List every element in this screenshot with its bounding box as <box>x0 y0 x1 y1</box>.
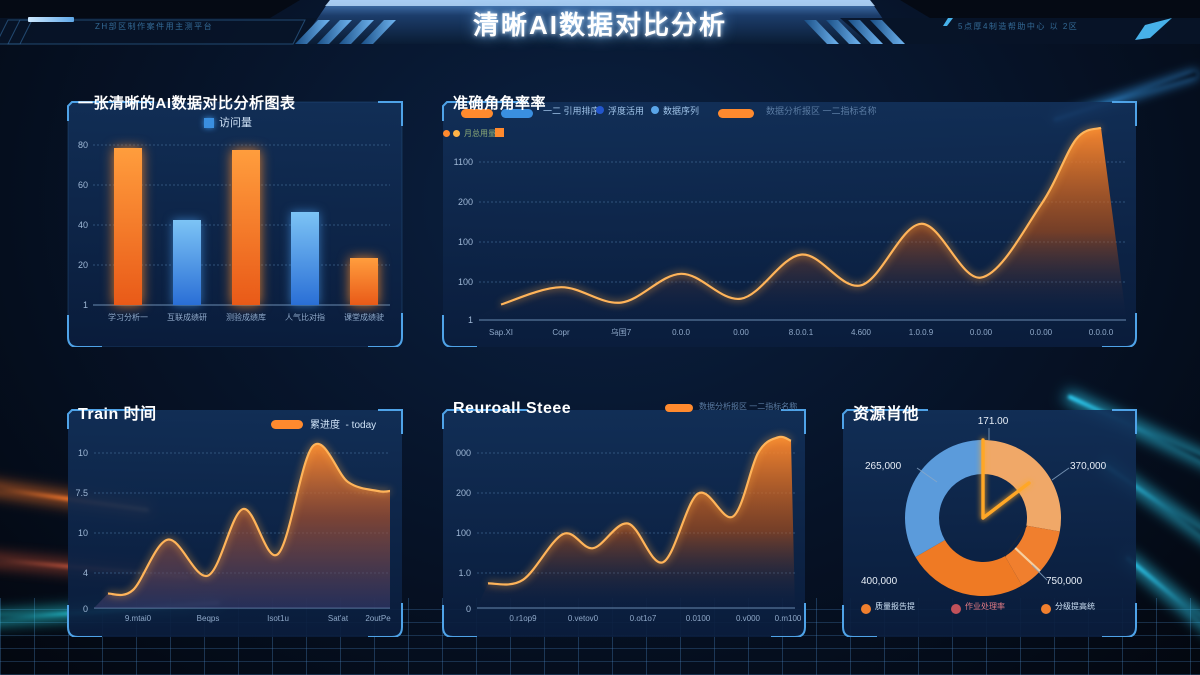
svg-text:Copr: Copr <box>552 328 570 337</box>
svg-text:8.0.0.1: 8.0.0.1 <box>789 328 814 337</box>
svg-text:80: 80 <box>78 140 88 150</box>
svg-text:100: 100 <box>458 237 473 247</box>
svg-text:Beqps: Beqps <box>197 614 220 623</box>
svg-text:60: 60 <box>78 180 88 190</box>
svg-text:0.00: 0.00 <box>733 328 749 337</box>
svg-text:40: 40 <box>78 220 88 230</box>
svg-text:学习分析一: 学习分析一 <box>108 312 148 322</box>
svg-text:1: 1 <box>468 315 473 325</box>
svg-text:0.ot1o7: 0.ot1o7 <box>630 614 657 623</box>
svg-text:0.0100: 0.0100 <box>686 614 711 623</box>
svg-text:0.vetov0: 0.vetov0 <box>568 614 599 623</box>
svg-text:200: 200 <box>456 488 471 498</box>
svg-text:9.mtai0: 9.mtai0 <box>125 614 152 623</box>
svg-text:测验成绩库: 测验成绩库 <box>226 312 266 322</box>
svg-text:0.0.00: 0.0.00 <box>970 328 993 337</box>
svg-text:4: 4 <box>83 568 88 578</box>
svg-text:Sap.XI: Sap.XI <box>489 328 513 337</box>
svg-text:000: 000 <box>456 448 471 458</box>
svg-text:0: 0 <box>466 604 471 614</box>
svg-text:2outPe: 2outPe <box>365 614 391 623</box>
svg-text:0.0.0: 0.0.0 <box>672 328 690 337</box>
svg-text:7.5: 7.5 <box>75 488 88 498</box>
svg-text:100: 100 <box>458 277 473 287</box>
svg-text:互联成绩研: 互联成绩研 <box>167 312 207 322</box>
svg-text:人气比对指: 人气比对指 <box>285 312 325 322</box>
svg-text:1.0.0.9: 1.0.0.9 <box>909 328 934 337</box>
svg-text:0.v000: 0.v000 <box>736 614 761 623</box>
svg-text:0: 0 <box>83 604 88 614</box>
svg-text:Sat'at: Sat'at <box>328 614 349 623</box>
svg-text:0.0.0.0: 0.0.0.0 <box>1089 328 1114 337</box>
svg-text:0.r1op9: 0.r1op9 <box>509 614 537 623</box>
svg-text:20: 20 <box>78 260 88 270</box>
svg-text:4.600: 4.600 <box>851 328 872 337</box>
svg-text:课堂成绩驶: 课堂成绩驶 <box>344 312 384 322</box>
svg-text:0.m100: 0.m100 <box>775 614 802 623</box>
svg-text:1: 1 <box>83 300 88 310</box>
svg-text:10: 10 <box>78 448 88 458</box>
svg-text:1100: 1100 <box>454 157 473 167</box>
svg-text:Isot1u: Isot1u <box>267 614 289 623</box>
svg-text:100: 100 <box>456 528 471 538</box>
svg-text:200: 200 <box>458 197 473 207</box>
svg-text:10: 10 <box>78 528 88 538</box>
svg-text:0.0.00: 0.0.00 <box>1030 328 1053 337</box>
svg-text:乌国7: 乌国7 <box>611 327 632 337</box>
svg-text:1.0: 1.0 <box>458 568 471 578</box>
